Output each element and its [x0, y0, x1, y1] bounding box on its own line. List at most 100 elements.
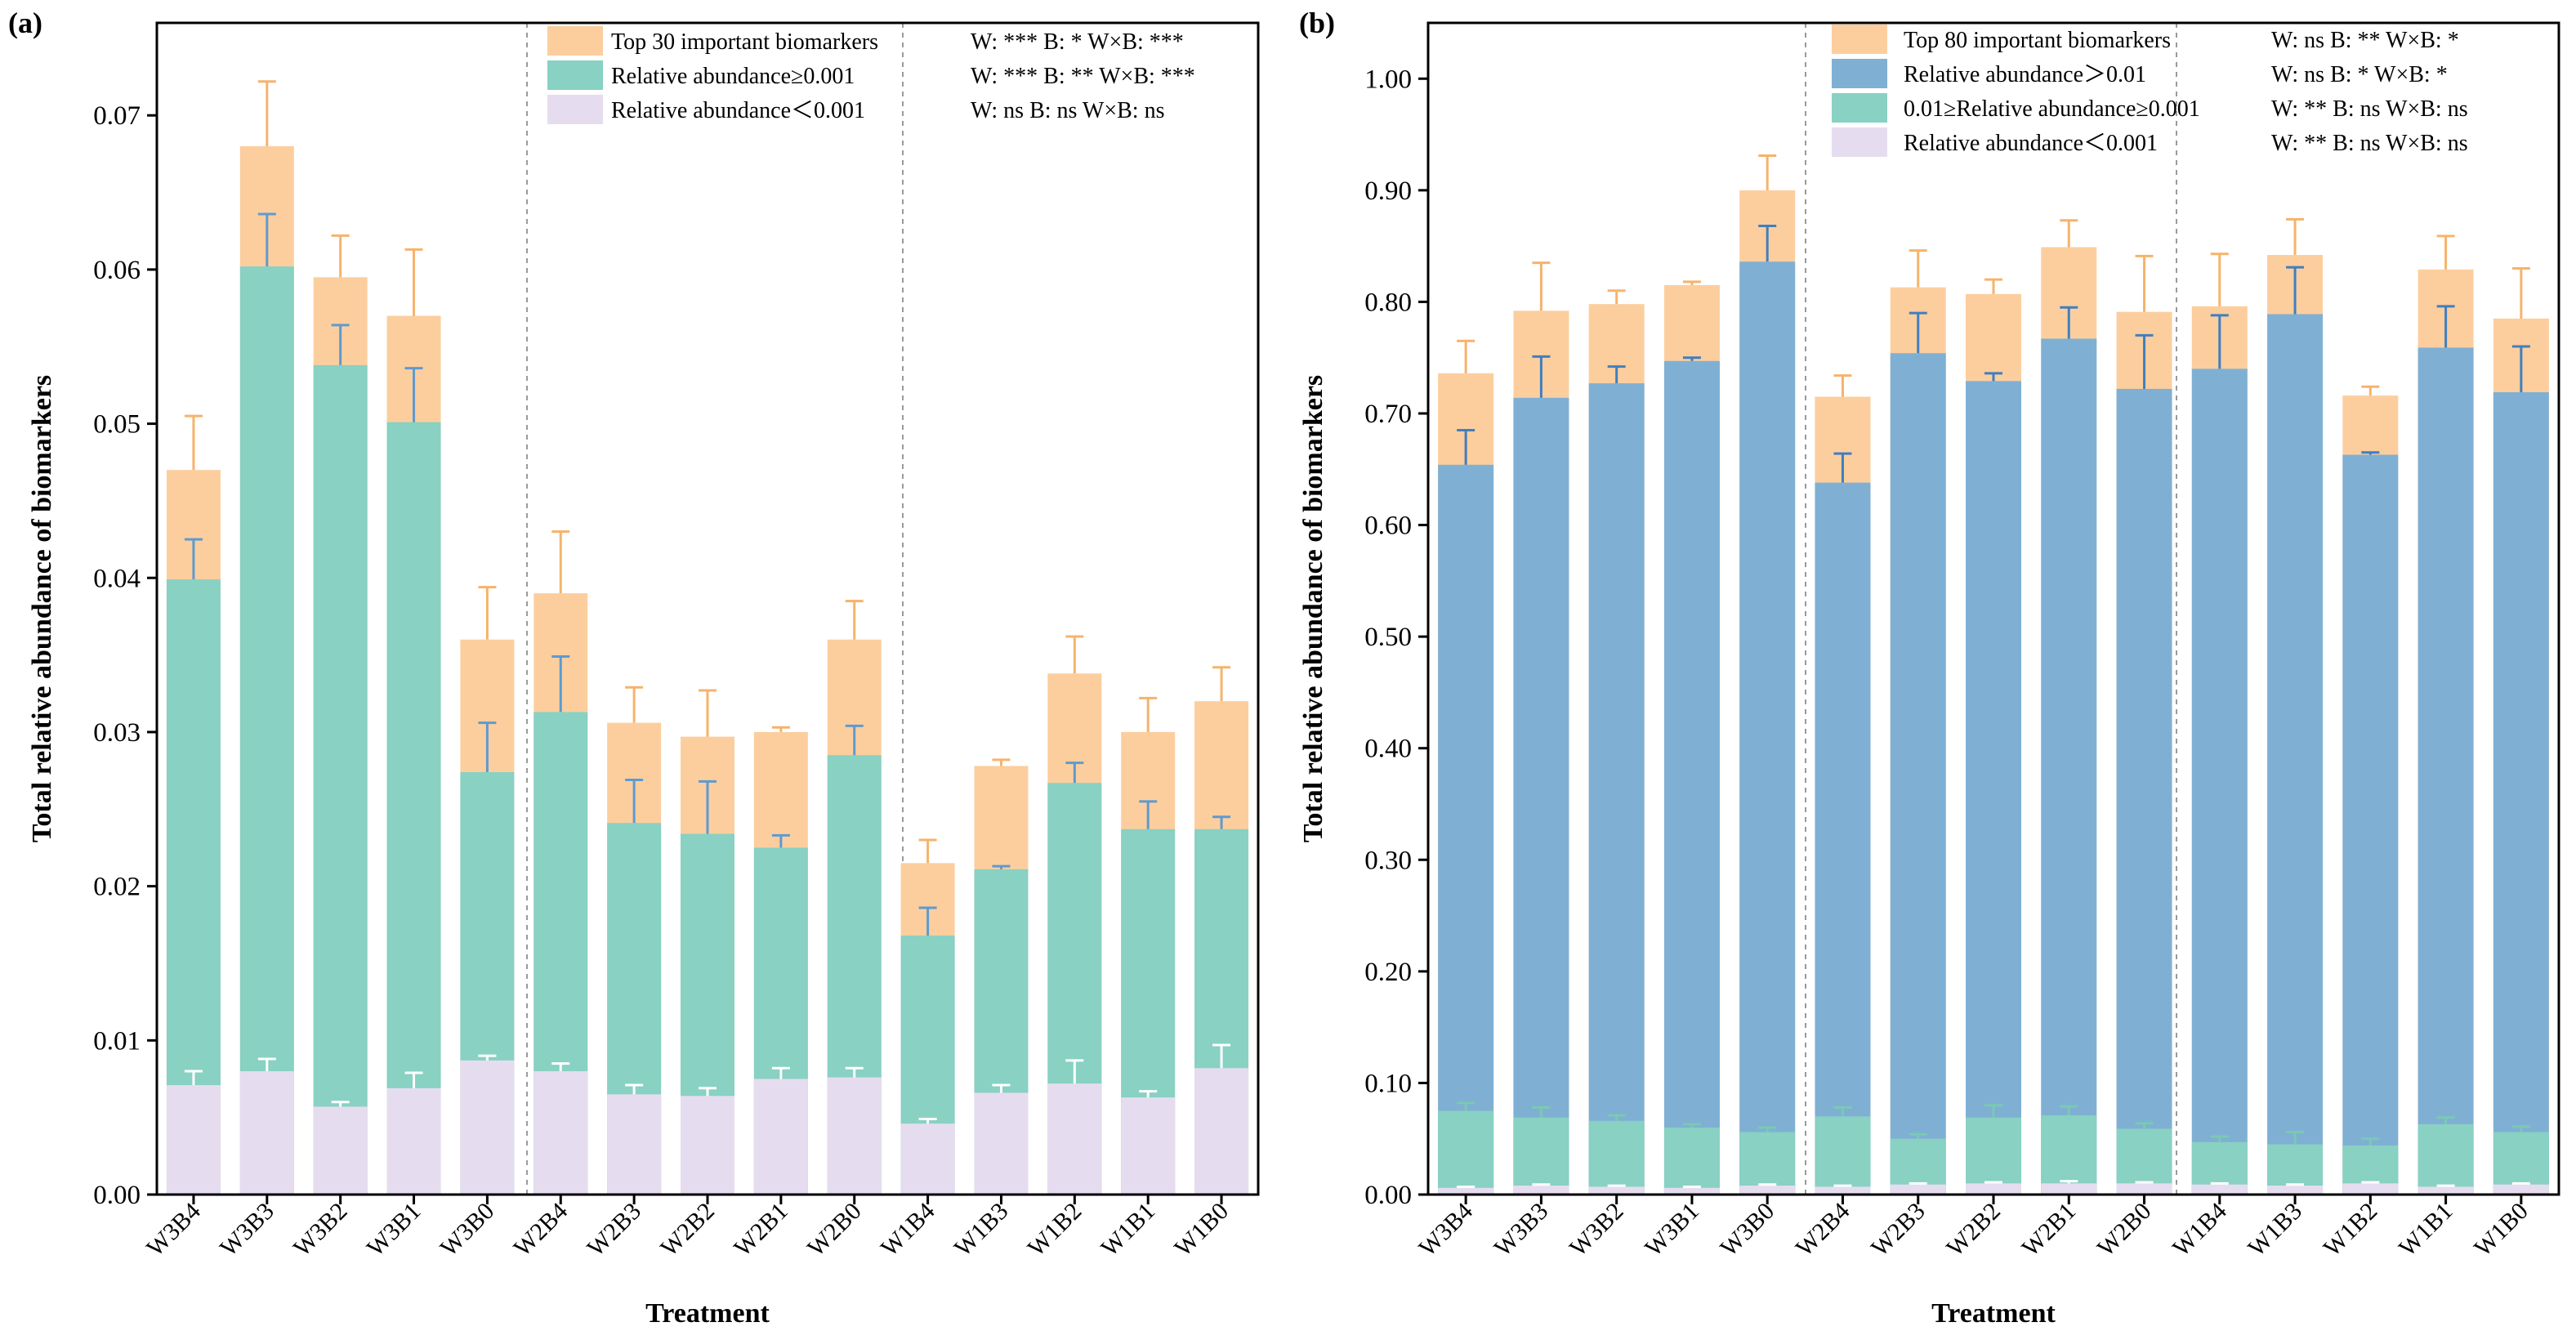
- panel-a-label: (a): [8, 7, 42, 39]
- panel-a-xtick-label: W2B2: [655, 1198, 720, 1262]
- panel-a-bar-s2-w2b1: [753, 1079, 808, 1195]
- panel-a-bar-s2-w3b1: [386, 1088, 441, 1195]
- panel-b-legend-label: Relative abundance＜0.001: [1904, 131, 2158, 156]
- panel-a-ytick-label: 0.04: [93, 564, 141, 593]
- panel-b-bar-s3-w1b2: [2342, 1183, 2399, 1195]
- panel-a-bar-s2-w3b2: [313, 1106, 368, 1195]
- panel-a-bar-s2-w1b0: [1194, 1068, 1249, 1195]
- panel-b-ytick-label: 0.50: [1364, 623, 1412, 652]
- panel-a-bar-s2-w1b1: [1121, 1097, 1176, 1195]
- panel-a-bar-s2-w1b2: [1047, 1083, 1102, 1195]
- panel-a-ytick-label: 0.02: [93, 873, 141, 902]
- panel-a-xtick-label: W1B1: [1096, 1198, 1160, 1262]
- panel-a-xtick-label: W3B3: [215, 1198, 279, 1262]
- panel-b-xtick-label: W2B1: [2016, 1198, 2081, 1262]
- panel-a-legend-label: Top 30 important biomarkers: [611, 29, 878, 55]
- panel-a-y-axis-title: Total relative abundance of biomarkers: [27, 375, 57, 842]
- panel-b-xtick-label: W3B3: [1489, 1198, 1554, 1262]
- panel-a-ytick-label: 0.01: [93, 1026, 141, 1056]
- panel-b-bar-s1-w2b2: [1966, 381, 2021, 1195]
- panel-b-xtick-label: W2B2: [1941, 1198, 2006, 1262]
- panel-b-label: (b): [1299, 7, 1335, 39]
- panel-a-x-axis-title: Treatment: [645, 1298, 770, 1329]
- panel-a-ytick-label: 0.03: [93, 718, 141, 748]
- panel-b-bar-s3-w2b2: [1966, 1183, 2021, 1195]
- panel-b-xtick-label: W1B0: [2469, 1198, 2534, 1262]
- panel-b-bar-s3-w3b0: [1739, 1186, 1796, 1195]
- panel-b-xtick-label: W3B0: [1715, 1198, 1779, 1262]
- panel-a-xtick-label: W2B1: [729, 1198, 793, 1262]
- panel-b-bar-s3-w1b1: [2418, 1186, 2474, 1195]
- panel-b-bar-s3-w2b4: [1815, 1186, 1871, 1195]
- panel-b-xtick-label: W1B1: [2394, 1198, 2458, 1262]
- panel-b-ytick-label: 0.70: [1364, 400, 1412, 429]
- panel-b-bar-s3-w3b1: [1663, 1187, 1720, 1195]
- panel-b-bar-s1-w2b0: [2116, 388, 2172, 1195]
- panel-b-legend-swatch-0: [1832, 25, 1887, 54]
- panel-b-xtick-label: W2B3: [1866, 1198, 1931, 1262]
- panel-a-bar-s1-w3b1: [386, 422, 441, 1195]
- panel-b-bar-s3-w2b0: [2116, 1183, 2172, 1195]
- panel-b-bar-s1-w3b1: [1663, 360, 1720, 1195]
- panel-a-ytick-label: 0.07: [93, 101, 141, 131]
- panel-a-legend-swatch-2: [547, 95, 603, 124]
- panel-b-xtick-label: W3B2: [1565, 1198, 1629, 1262]
- panel-b-ytick-label: 0.20: [1364, 958, 1412, 987]
- panel-b-bar-s2-w3b1: [1663, 1128, 1720, 1195]
- panel-a-legend-label: Relative abundance≥0.001: [611, 64, 855, 89]
- panel-b-bar-s3-w3b4: [1438, 1187, 1494, 1195]
- panel-b-legend-significance: W: ** B: ns W×B: ns: [2271, 96, 2468, 122]
- panel-b-legend-label: Relative abundance＞0.01: [1904, 62, 2146, 87]
- panel-b-ytick-label: 0.80: [1364, 288, 1412, 317]
- panel-b-ytick-label: 0.90: [1364, 176, 1412, 206]
- panel-a-bar-s1-w3b2: [313, 364, 368, 1195]
- panel-b-bar-s2-w1b1: [2418, 1123, 2474, 1195]
- panel-b-legend-label: 0.01≥Relative abundance≥0.001: [1904, 96, 2200, 122]
- panel-a-xtick-label: W2B0: [802, 1198, 867, 1262]
- panel-b-ytick-label: 0.30: [1364, 846, 1412, 875]
- panel-b-ytick-label: 0.60: [1364, 511, 1412, 541]
- panel-b-bar-s1-w2b3: [1890, 353, 1946, 1195]
- panel-b-chart: (b) 0.00 0.10 0.20 0.30 0.40 0.50 0.60 0.70 0.80 0…: [1298, 7, 2560, 1329]
- panel-a-bar-s2-w3b3: [239, 1071, 294, 1195]
- panel-a-bar-s2-w1b3: [974, 1092, 1029, 1195]
- panel-a-legend-significance: W: *** B: ** W×B: ***: [971, 64, 1195, 89]
- panel-b-xtick-label: W1B2: [2319, 1198, 2383, 1262]
- panel-a-xtick-label: W3B4: [141, 1198, 206, 1262]
- panel-a-bar-s2-w2b2: [681, 1096, 734, 1195]
- panel-b-legend-significance: W: ns B: ** W×B: *: [2271, 28, 2459, 53]
- panel-a-ytick-label: 0.05: [93, 410, 141, 440]
- panel-b-ytick-label: 0.00: [1364, 1181, 1412, 1210]
- panel-a-bar-s2-w2b3: [607, 1094, 662, 1195]
- panel-a-xtick-label: W1B2: [1023, 1198, 1087, 1262]
- panel-a-legend-label: Relative abundance＜0.001: [611, 98, 865, 123]
- panel-a-xtick-label: W1B3: [949, 1198, 1014, 1262]
- panel-a-bar-s2-w1b4: [900, 1123, 955, 1195]
- panel-a-xtick-label: W2B4: [508, 1198, 573, 1262]
- panel-b-xtick-label: W2B0: [2092, 1198, 2157, 1262]
- panel-a-bar-s1-w3b3: [239, 266, 294, 1195]
- panel-b-x-axis-title: Treatment: [1931, 1298, 2056, 1329]
- panel-a-bar-s2-w2b0: [827, 1077, 882, 1195]
- panel-b-bar-s1-w2b1: [2041, 338, 2097, 1195]
- panel-a-legend-significance: W: *** B: * W×B: ***: [971, 29, 1184, 55]
- panel-b-bar-s2-w3b2: [1588, 1120, 1645, 1195]
- panel-b-bar-s1-w3b3: [1513, 397, 1569, 1195]
- panel-a-legend-significance: W: ns B: ns W×B: ns: [971, 98, 1164, 123]
- panel-b-bar-s1-w1b4: [2191, 368, 2248, 1195]
- panel-b-bar-s3-w3b3: [1513, 1186, 1569, 1195]
- panel-a-bar-s2-w3b4: [166, 1085, 221, 1195]
- panel-a-xtick-label: W3B2: [288, 1198, 353, 1262]
- panel-b-legend-significance: W: ns B: * W×B: *: [2271, 62, 2448, 87]
- panel-a-xtick-label: W1B0: [1169, 1198, 1234, 1262]
- panel-b-ytick-label: 1.00: [1364, 65, 1412, 94]
- panel-b-bar-s3-w1b4: [2191, 1184, 2248, 1195]
- panel-a-ytick-label: 0.00: [93, 1181, 141, 1210]
- panel-b-bar-s1-w3b4: [1438, 464, 1494, 1195]
- panel-a-xtick-label: W2B3: [582, 1198, 646, 1262]
- panel-b-bar-s1-w1b2: [2342, 454, 2399, 1195]
- panel-b-bar-s1-w1b0: [2493, 392, 2549, 1195]
- panel-b-xtick-label: W3B1: [1640, 1198, 1704, 1262]
